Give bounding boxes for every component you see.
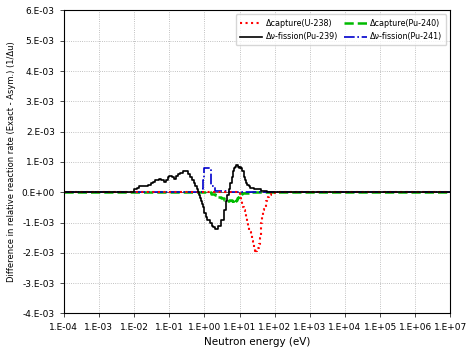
Legend: Δcapture(U-238), Δν-fission(Pu-239), Δcapture(Pu-240), Δν-fission(Pu-241): Δcapture(U-238), Δν-fission(Pu-239), Δca… [236,15,447,45]
X-axis label: Neutron energy (eV): Neutron energy (eV) [204,337,310,347]
Y-axis label: Difference in relative reaction rate (Exact - Asym.) (1/Δu): Difference in relative reaction rate (Ex… [7,41,16,282]
